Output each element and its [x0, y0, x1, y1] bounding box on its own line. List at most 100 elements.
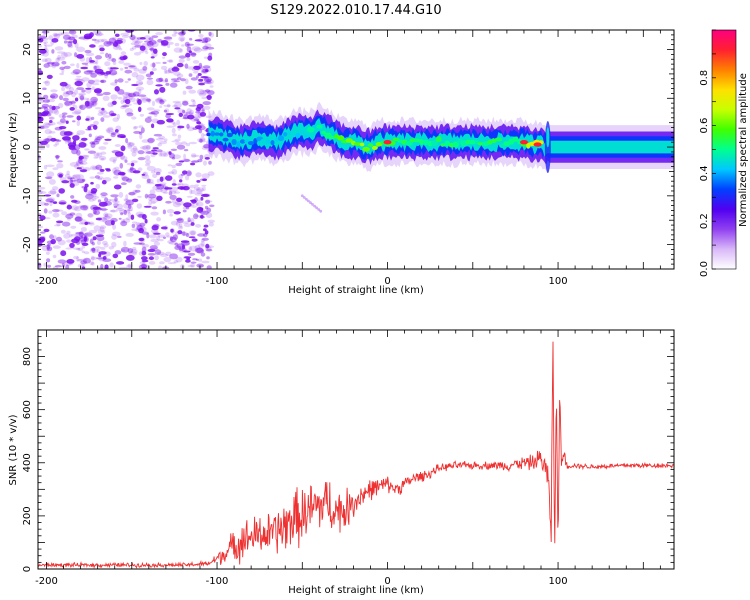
noise-speckle	[110, 133, 116, 138]
noise-speckle	[120, 145, 126, 152]
ridge-blob	[214, 132, 220, 136]
noise-speckle	[200, 132, 205, 138]
noise-speckle	[199, 137, 206, 141]
noise-speckle	[194, 39, 203, 42]
noise-speckle	[65, 120, 69, 124]
noise-speckle	[51, 38, 59, 43]
noise-speckle	[58, 202, 66, 205]
noise-speckle	[155, 171, 161, 176]
noise-speckle	[205, 212, 213, 219]
noise-speckle	[170, 78, 179, 81]
noise-speckle	[190, 162, 196, 166]
noise-speckle	[186, 170, 192, 177]
noise-speckle	[126, 264, 132, 269]
noise-speckle	[164, 78, 168, 83]
noise-speckle	[103, 215, 111, 220]
noise-speckle	[86, 101, 95, 106]
noise-speckle	[144, 117, 152, 123]
noise-speckle	[203, 143, 210, 149]
noise-speckle	[128, 192, 136, 196]
noise-speckle	[105, 128, 114, 133]
noise-speckle	[171, 199, 177, 204]
noise-speckle	[95, 55, 102, 60]
noise-speckle	[196, 201, 204, 207]
noise-speckle	[60, 250, 67, 257]
noise-speckle	[135, 228, 141, 233]
ridge-blob	[219, 132, 224, 137]
noise-speckle	[130, 249, 138, 254]
noise-speckle	[72, 247, 81, 250]
noise-speckle	[185, 112, 190, 115]
noise-speckle	[141, 259, 149, 263]
streak-dot	[309, 201, 312, 205]
noise-speckle	[74, 109, 82, 115]
noise-speckle	[112, 167, 117, 174]
noise-speckle	[202, 77, 210, 82]
noise-speckle	[99, 47, 105, 52]
noise-speckle	[43, 63, 50, 68]
noise-speckle	[83, 232, 93, 237]
noise-speckle	[163, 36, 173, 40]
noise-speckle	[93, 152, 103, 158]
noise-speckle	[70, 71, 80, 75]
noise-speckle	[129, 47, 134, 52]
noise-speckle	[59, 177, 67, 182]
noise-speckle	[82, 38, 89, 41]
noise-speckle	[186, 195, 193, 198]
noise-speckle	[131, 151, 137, 157]
noise-speckle	[180, 173, 185, 176]
noise-speckle	[83, 33, 93, 39]
noise-speckle	[206, 265, 212, 269]
noise-speckle	[148, 261, 156, 265]
noise-speckle	[46, 197, 56, 202]
noise-speckle	[126, 141, 131, 146]
noise-speckle	[174, 42, 180, 47]
noise-speckle	[118, 60, 125, 64]
noise-speckle	[189, 184, 196, 189]
noise-speckle	[181, 100, 189, 103]
noise-speckle	[189, 109, 195, 116]
noise-speckle	[131, 198, 139, 203]
noise-speckle	[72, 135, 80, 141]
noise-speckle	[199, 154, 204, 160]
noise-speckle	[58, 32, 63, 36]
noise-speckle	[148, 112, 156, 115]
noise-speckle	[148, 39, 157, 45]
noise-speckle	[38, 113, 46, 117]
noise-speckle	[59, 125, 63, 131]
noise-speckle	[111, 132, 117, 135]
noise-speckle	[76, 259, 84, 262]
ridge-blob	[431, 140, 438, 147]
spike-core	[546, 127, 550, 148]
noise-speckle	[144, 150, 151, 155]
noise-speckle	[144, 155, 151, 161]
noise-speckle	[117, 235, 122, 238]
noise-speckle	[110, 67, 119, 70]
noise-speckle	[200, 241, 205, 247]
noise-speckle	[46, 111, 51, 116]
noise-speckle	[85, 52, 95, 57]
noise-speckle	[174, 31, 184, 35]
noise-speckle	[199, 112, 207, 117]
noise-speckle	[192, 258, 198, 261]
noise-speckle	[44, 57, 52, 63]
noise-speckle	[51, 62, 57, 69]
noise-speckle	[137, 94, 147, 97]
noise-speckle	[62, 34, 71, 41]
noise-speckle	[78, 155, 84, 160]
noise-speckle	[92, 197, 97, 201]
noise-speckle	[53, 138, 60, 142]
noise-speckle	[203, 56, 209, 59]
noise-speckle	[44, 44, 53, 47]
noise-speckle	[100, 151, 107, 155]
noise-speckle	[205, 46, 215, 50]
ridge-blob	[287, 130, 292, 136]
noise-speckle	[139, 261, 145, 264]
ridge-blob	[328, 136, 336, 140]
noise-speckle	[163, 152, 169, 157]
noise-speckle	[70, 63, 75, 67]
noise-speckle	[107, 199, 112, 202]
noise-speckle	[178, 174, 184, 180]
noise-speckle	[153, 109, 161, 112]
noise-speckle	[91, 261, 95, 266]
